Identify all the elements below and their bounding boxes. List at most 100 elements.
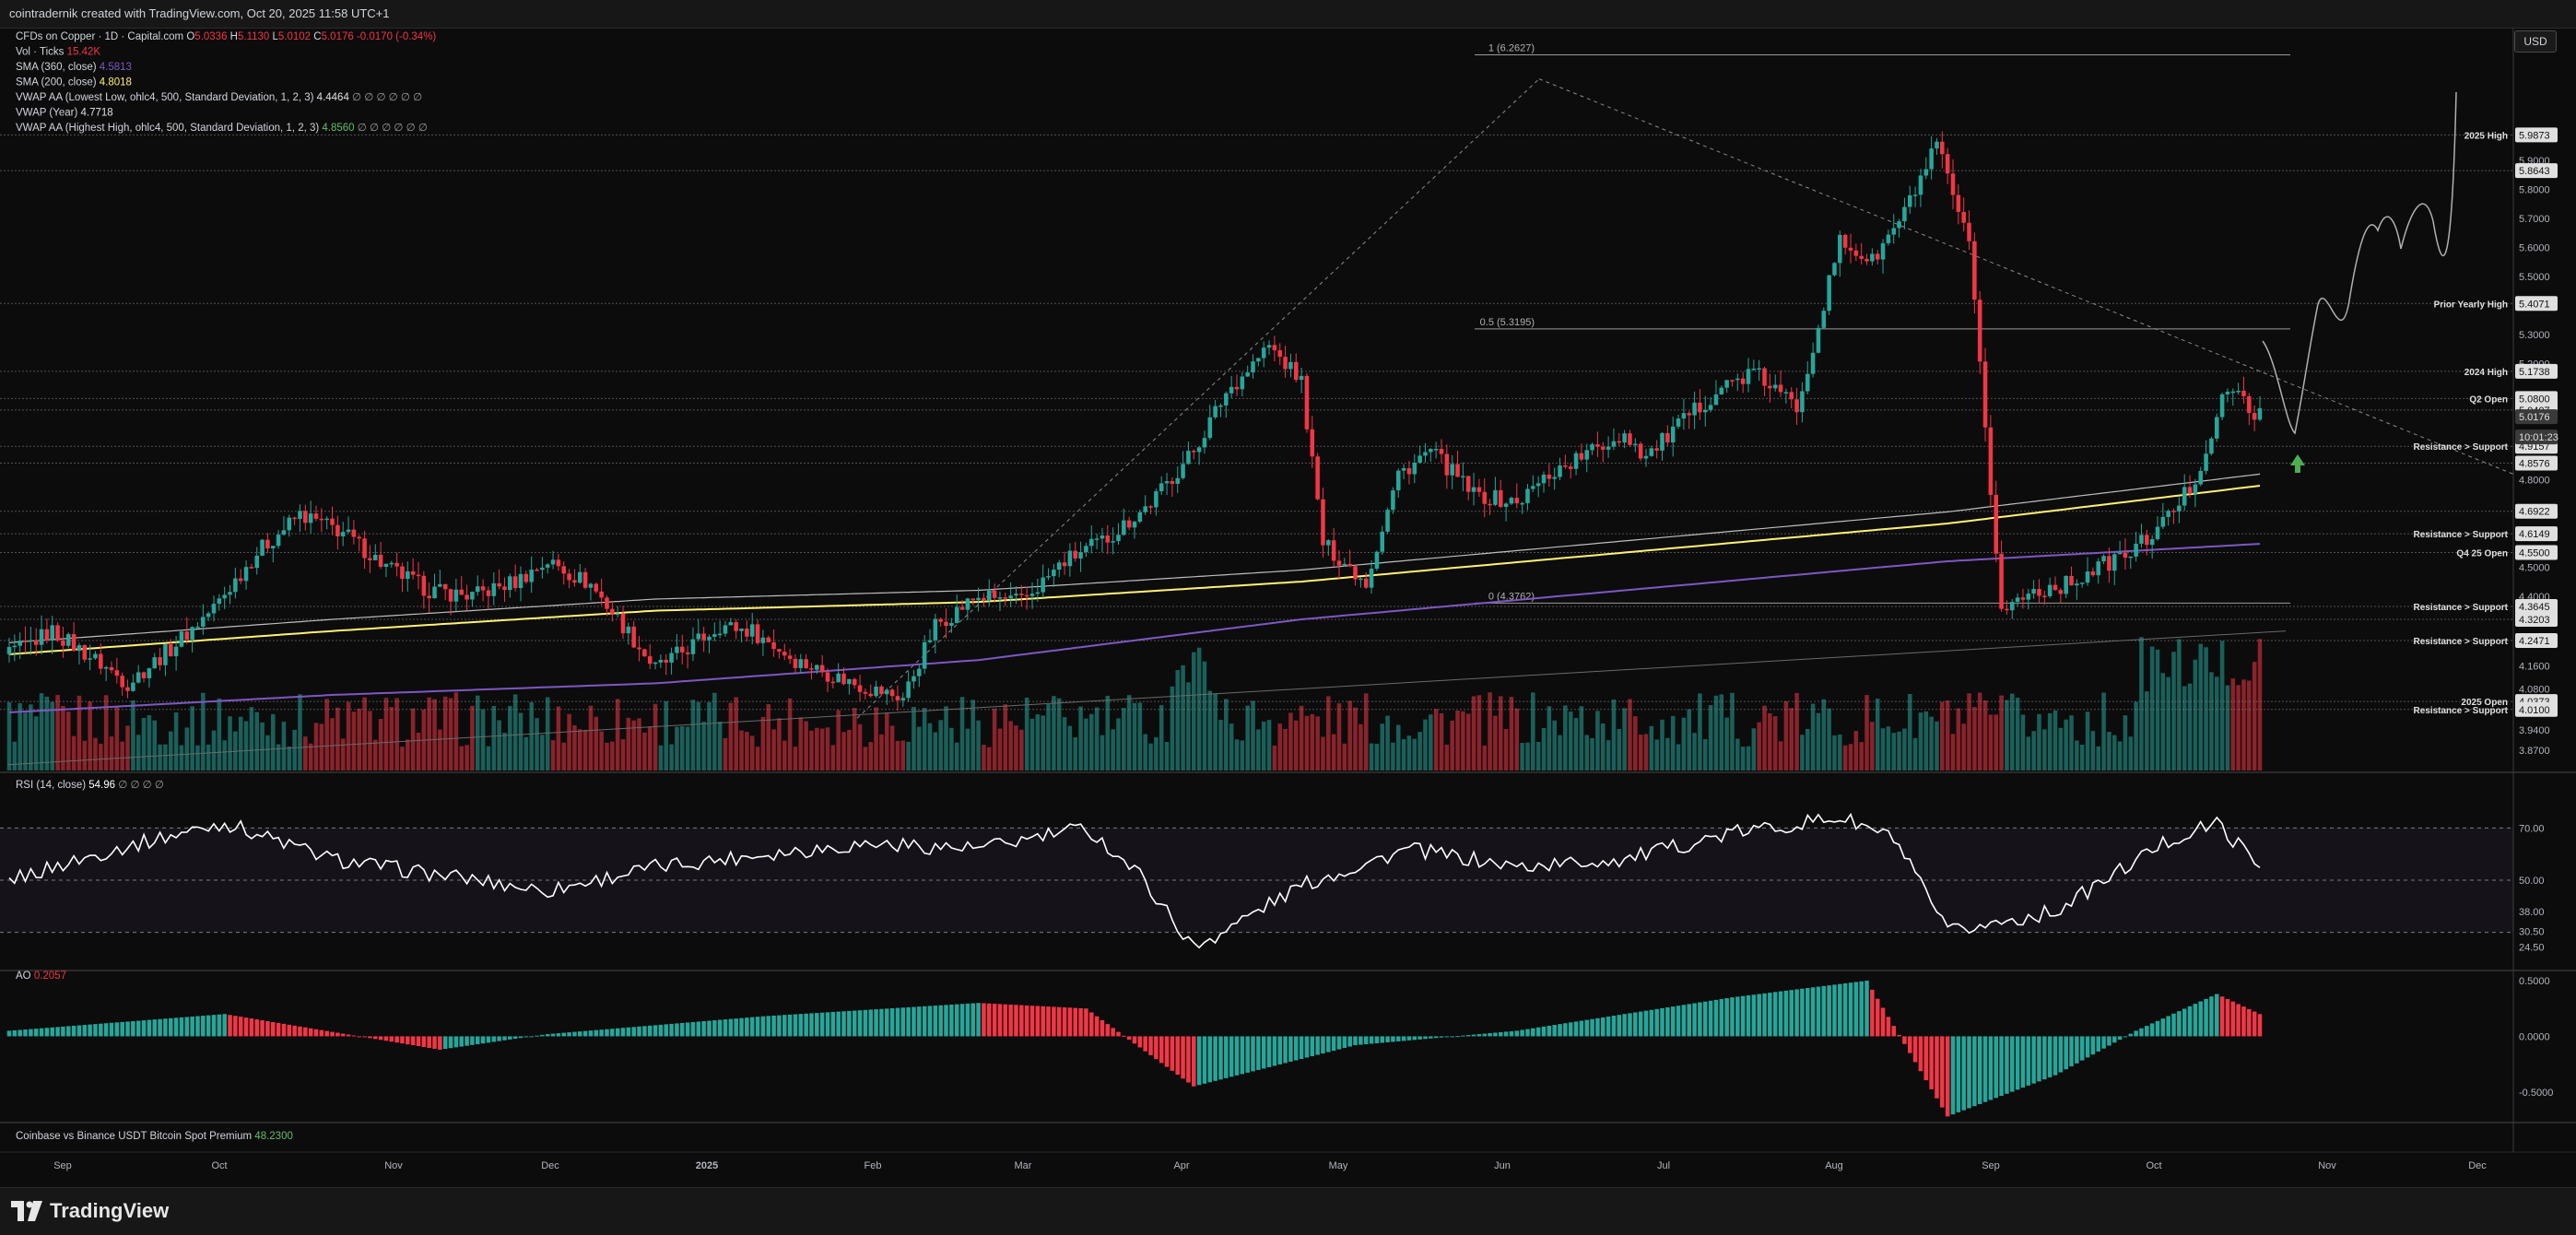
ao-bar (2145, 1026, 2149, 1037)
volume-bar (599, 731, 604, 770)
ao-bar (1395, 1036, 1401, 1041)
volume-bar (749, 735, 755, 770)
candle-body (1681, 413, 1687, 419)
candle-body (793, 658, 798, 668)
volume-bar (1056, 698, 1062, 770)
volume-bar (475, 695, 480, 770)
volume-bar (954, 742, 959, 770)
time-axis-tick: Jul (1657, 1160, 1670, 1171)
candle-body (1369, 569, 1374, 588)
candle-body (717, 633, 723, 636)
candle-body (1299, 375, 1304, 381)
candle-body (1827, 275, 1831, 312)
ao-bar (141, 1020, 147, 1037)
ao-bar (819, 1012, 825, 1037)
ao-bar (917, 1006, 922, 1037)
candle-body (1897, 221, 1901, 229)
ao-bar (1977, 1036, 1982, 1104)
candle-body (330, 518, 335, 525)
volume-bar (1660, 719, 1664, 770)
ao-bar (1293, 1036, 1299, 1061)
candle-body (1412, 463, 1417, 475)
ao-bar (2241, 1006, 2246, 1037)
candle-body (1853, 250, 1859, 256)
tradingview-logo[interactable]: TradingView (11, 1198, 169, 1224)
ao-bar (1994, 1036, 1999, 1099)
candle-body (1670, 426, 1676, 443)
ao-bar (1433, 1036, 1439, 1039)
ao-bar (535, 1035, 539, 1037)
volume-bar (1412, 738, 1417, 770)
ao-bar (1848, 982, 1853, 1037)
ao-bar (1019, 1005, 1024, 1037)
currency-button[interactable]: USD (2514, 30, 2557, 53)
ao-bar (1359, 1036, 1363, 1045)
legend-text: 4.7718 (81, 108, 113, 119)
volume-bar (2219, 641, 2225, 770)
ao-bar (825, 1012, 830, 1037)
ao-bar (1800, 988, 1805, 1037)
candle-body (211, 604, 217, 614)
candle-body (1019, 594, 1024, 595)
volume-bar (755, 747, 760, 770)
candle-body (734, 622, 738, 631)
volume-bar (394, 698, 399, 770)
ao-bar (276, 1022, 281, 1037)
volume-bar (2101, 692, 2106, 770)
ao-bar (1719, 998, 1724, 1037)
candle-body (432, 586, 437, 599)
ao-bar (1143, 1036, 1147, 1052)
volume-bar (1724, 717, 1729, 770)
ao-bar (190, 1016, 194, 1037)
volume-bar (982, 745, 986, 770)
ao-bar (1535, 1027, 1541, 1037)
volume-bar (2160, 673, 2166, 770)
price-axis-tick: 5.3000 (2519, 330, 2550, 341)
candle-body (1838, 234, 1842, 264)
candle-body (2069, 575, 2074, 586)
ao-bar (76, 1025, 82, 1037)
volume-bar (1293, 720, 1299, 770)
ao-bar (438, 1036, 442, 1050)
candle-body (93, 653, 98, 659)
ao-bar (922, 1006, 927, 1037)
ao-bar (1450, 1036, 1454, 1038)
ao-bar (1196, 1036, 1202, 1086)
ao-bar (228, 1015, 232, 1037)
fib-level-label: 1 (6.2627) (1488, 43, 1535, 54)
volume-bar (141, 718, 147, 770)
ao-bar (2236, 1004, 2241, 1037)
candle-body (1800, 391, 1805, 413)
volume-bar (1757, 722, 1761, 770)
volume-bar (211, 730, 217, 770)
candle-body (1008, 595, 1013, 599)
candle-body (1493, 489, 1498, 505)
volume-bar (442, 696, 448, 770)
candle-body (2149, 539, 2155, 546)
ao-bar (1907, 1036, 1912, 1053)
volume-bar (819, 728, 825, 770)
footer: TradingView (0, 1187, 2576, 1235)
level-label: Resistance > Support (2413, 442, 2508, 453)
volume-bar (825, 727, 830, 770)
ao-bar (1617, 1015, 1622, 1037)
ao-bar (572, 1031, 577, 1037)
time-axis-tick: Sep (1982, 1160, 2000, 1171)
candle-body (884, 689, 889, 695)
volume-bar (303, 736, 308, 770)
time-axis-tick: Oct (2146, 1160, 2161, 1171)
volume-bar (2031, 731, 2036, 770)
volume-bar (798, 717, 804, 770)
ao-bar (158, 1018, 162, 1037)
candle-body (1923, 169, 1929, 176)
ao-bar (6, 1030, 12, 1037)
candle-body (690, 639, 696, 654)
price-badge-value: 5.4071 (2519, 299, 2550, 310)
volume-bar (1078, 706, 1083, 770)
price-chart[interactable]: 1 (6.2627)0.5 (5.3195)0 (4.3762)6.00005.… (0, 28, 2576, 1187)
volume-bar (71, 735, 76, 770)
candle-body (2128, 556, 2134, 559)
volume-bar (2171, 652, 2176, 770)
volume-bar (1563, 705, 1568, 770)
volume-bar (1122, 708, 1126, 770)
